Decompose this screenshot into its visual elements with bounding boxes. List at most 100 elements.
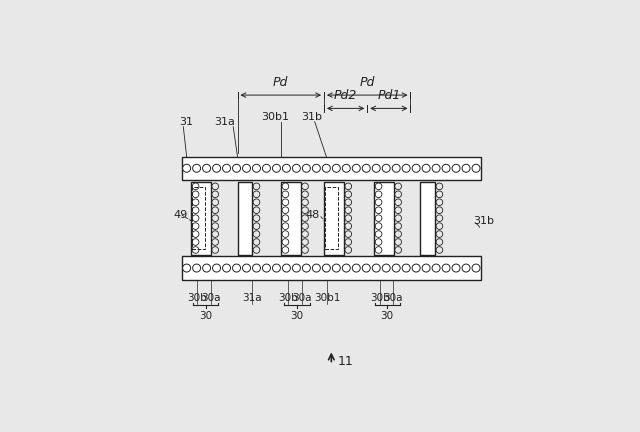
Text: 30b: 30b: [278, 293, 298, 303]
Text: 30b: 30b: [188, 293, 207, 303]
Text: 30a: 30a: [201, 293, 221, 303]
Circle shape: [395, 215, 401, 222]
Circle shape: [192, 215, 199, 222]
Bar: [374, 181, 394, 255]
Circle shape: [282, 223, 289, 229]
Circle shape: [375, 247, 382, 253]
Circle shape: [223, 164, 230, 172]
Bar: [192, 187, 205, 249]
Circle shape: [253, 223, 260, 229]
Circle shape: [375, 199, 382, 206]
Circle shape: [282, 231, 289, 238]
Circle shape: [182, 264, 191, 272]
Circle shape: [402, 164, 410, 172]
Circle shape: [432, 264, 440, 272]
Circle shape: [412, 164, 420, 172]
Circle shape: [253, 183, 260, 190]
Circle shape: [472, 164, 480, 172]
Circle shape: [382, 164, 390, 172]
Circle shape: [323, 164, 330, 172]
Bar: [325, 187, 338, 249]
Circle shape: [192, 207, 199, 213]
Text: Pd1: Pd1: [377, 89, 401, 102]
Circle shape: [342, 164, 350, 172]
Text: 30a: 30a: [292, 293, 312, 303]
Circle shape: [282, 191, 289, 197]
Circle shape: [345, 247, 351, 253]
Circle shape: [282, 164, 291, 172]
Circle shape: [362, 164, 371, 172]
Circle shape: [253, 239, 260, 245]
Circle shape: [352, 164, 360, 172]
Circle shape: [472, 264, 480, 272]
Circle shape: [436, 215, 443, 222]
Circle shape: [442, 264, 450, 272]
Circle shape: [323, 264, 330, 272]
Circle shape: [292, 164, 300, 172]
Circle shape: [262, 164, 271, 172]
Circle shape: [436, 183, 443, 190]
Circle shape: [203, 264, 211, 272]
Text: 30a: 30a: [383, 293, 403, 303]
Circle shape: [436, 231, 443, 238]
Circle shape: [253, 164, 260, 172]
Circle shape: [192, 191, 199, 197]
Circle shape: [301, 231, 308, 238]
Circle shape: [462, 164, 470, 172]
Circle shape: [432, 164, 440, 172]
Text: Pd: Pd: [273, 76, 289, 89]
Circle shape: [253, 215, 260, 222]
Circle shape: [192, 183, 199, 190]
Circle shape: [282, 264, 291, 272]
Circle shape: [375, 183, 382, 190]
Circle shape: [436, 247, 443, 253]
Circle shape: [273, 164, 280, 172]
Circle shape: [212, 191, 219, 197]
Circle shape: [352, 264, 360, 272]
Text: Pd2: Pd2: [334, 89, 357, 102]
Text: 31a: 31a: [214, 117, 236, 127]
Circle shape: [312, 264, 321, 272]
Circle shape: [392, 164, 400, 172]
Circle shape: [253, 191, 260, 197]
Circle shape: [345, 183, 351, 190]
Circle shape: [282, 247, 289, 253]
Circle shape: [212, 215, 219, 222]
Circle shape: [395, 207, 401, 213]
Circle shape: [192, 231, 199, 238]
Text: 31: 31: [179, 117, 193, 127]
Circle shape: [395, 223, 401, 229]
Circle shape: [392, 264, 400, 272]
Circle shape: [452, 264, 460, 272]
Circle shape: [282, 239, 289, 245]
Circle shape: [212, 207, 219, 213]
Circle shape: [345, 231, 351, 238]
Circle shape: [182, 164, 191, 172]
Circle shape: [442, 164, 450, 172]
Circle shape: [243, 264, 250, 272]
Circle shape: [203, 164, 211, 172]
Circle shape: [253, 207, 260, 213]
Circle shape: [462, 264, 470, 272]
Circle shape: [192, 239, 199, 245]
Circle shape: [282, 207, 289, 213]
Circle shape: [395, 231, 401, 238]
Circle shape: [395, 239, 401, 245]
Text: 30: 30: [199, 311, 212, 321]
Circle shape: [192, 223, 199, 229]
Circle shape: [282, 183, 289, 190]
Circle shape: [436, 207, 443, 213]
Circle shape: [345, 223, 351, 229]
Circle shape: [212, 223, 219, 229]
Circle shape: [436, 239, 443, 245]
Bar: [182, 257, 481, 280]
Circle shape: [193, 264, 200, 272]
Circle shape: [292, 264, 300, 272]
Circle shape: [362, 264, 371, 272]
Circle shape: [253, 199, 260, 206]
Circle shape: [301, 207, 308, 213]
Circle shape: [282, 215, 289, 222]
Circle shape: [192, 247, 199, 253]
Text: 30b1: 30b1: [260, 112, 289, 122]
Circle shape: [212, 239, 219, 245]
